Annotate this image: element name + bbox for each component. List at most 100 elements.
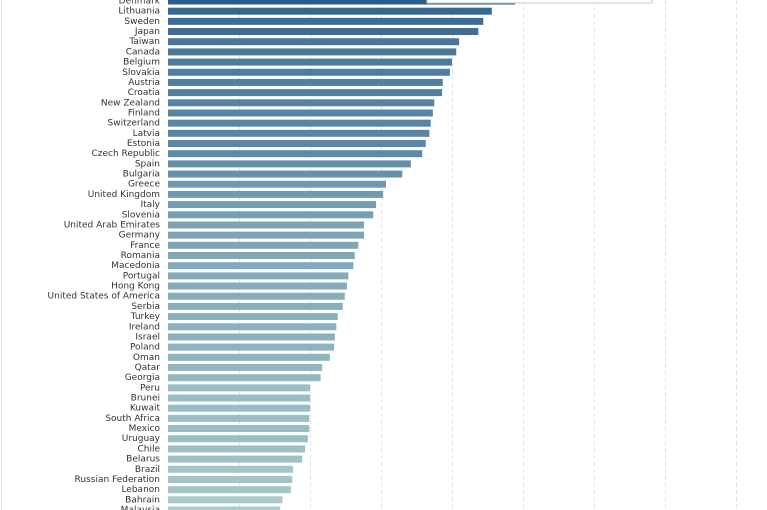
bar xyxy=(168,160,411,168)
y-tick-label: Canada xyxy=(126,47,160,57)
bar xyxy=(168,313,338,321)
y-tick-label: Portugal xyxy=(123,271,160,281)
bar xyxy=(168,282,347,290)
y-tick-label: United States of America xyxy=(48,292,160,302)
y-tick-label: Oman xyxy=(133,353,160,363)
bar xyxy=(168,99,435,107)
y-tick-label: Chile xyxy=(137,444,160,454)
y-tick-label: Russian Federation xyxy=(75,475,160,485)
bar xyxy=(168,496,283,504)
y-tick-label: Georgia xyxy=(125,373,160,383)
y-tick-label: New Zealand xyxy=(101,98,160,108)
bar xyxy=(168,363,323,371)
bar xyxy=(168,333,335,341)
y-tick-label: Switzerland xyxy=(108,119,161,129)
y-tick-label: Ireland xyxy=(129,322,160,332)
bar xyxy=(168,201,377,209)
bar xyxy=(168,465,293,473)
bar xyxy=(168,68,450,76)
y-tick-label: Poland xyxy=(130,343,160,353)
y-tick-label: South Africa xyxy=(105,414,160,424)
y-tick-label: Uruguay xyxy=(122,434,161,444)
y-tick-label: Latvia xyxy=(133,129,160,139)
y-tick-label: Brunei xyxy=(131,394,160,404)
bar xyxy=(168,150,423,158)
y-tick-label: Greece xyxy=(128,180,160,190)
y-tick-label: Estonia xyxy=(127,139,160,149)
y-tick-label: Slovakia xyxy=(122,68,160,78)
y-tick-label: Lebanon xyxy=(121,485,160,495)
bar xyxy=(168,0,516,5)
y-tick-label: Peru xyxy=(140,383,160,393)
y-tick-label: Spain xyxy=(135,159,160,169)
bar xyxy=(168,374,321,382)
y-tick-label: Italy xyxy=(140,200,160,210)
bar xyxy=(168,129,430,137)
y-tick-label: Belgium xyxy=(123,58,160,68)
y-tick-label: Malaysia xyxy=(121,506,160,510)
y-tick-label: Croatia xyxy=(128,88,160,98)
bar xyxy=(168,323,337,331)
bar xyxy=(168,384,311,392)
y-tick-label: Finland xyxy=(128,108,160,118)
y-tick-label: Macedonia xyxy=(111,261,160,271)
y-tick-label: Taiwan xyxy=(128,37,160,47)
y-tick-label: United Kingdom xyxy=(88,190,160,200)
bar xyxy=(168,48,457,56)
bar xyxy=(168,241,359,249)
y-tick-label: Turkey xyxy=(130,312,161,322)
bar xyxy=(168,394,311,402)
y-tick-label: United Arab Emirates xyxy=(64,220,161,230)
bar xyxy=(168,455,303,463)
bar xyxy=(168,89,443,97)
y-tick-label: Sweden xyxy=(124,17,160,27)
y-tick-label: Japan xyxy=(134,27,160,37)
y-tick-label: Belarus xyxy=(126,455,160,465)
bar xyxy=(168,190,384,198)
bar xyxy=(168,302,343,310)
bars xyxy=(168,0,516,510)
y-tick-label: Kuwait xyxy=(130,404,161,414)
y-tick-label: Brazil xyxy=(135,465,160,475)
bar xyxy=(168,414,310,422)
bar xyxy=(168,475,293,483)
bar xyxy=(168,180,386,188)
bar xyxy=(168,17,484,25)
bar xyxy=(168,119,431,127)
y-tick-label: France xyxy=(130,241,160,251)
bar xyxy=(168,170,403,178)
bar xyxy=(168,38,460,46)
bar xyxy=(168,231,364,239)
bar xyxy=(168,7,492,15)
bar xyxy=(168,221,364,229)
bar xyxy=(168,343,335,351)
y-tick-label: Czech Republic xyxy=(91,149,160,159)
y-tick-label: Austria xyxy=(128,78,160,88)
y-tick-label: Germany xyxy=(119,231,161,241)
y-tick-label: Lithuania xyxy=(118,7,160,17)
bar xyxy=(168,445,306,453)
bar xyxy=(168,109,433,117)
bar xyxy=(168,78,443,86)
bar xyxy=(168,353,330,361)
y-tick-label: Serbia xyxy=(131,302,160,312)
y-tick-label: Mexico xyxy=(129,424,161,434)
bar xyxy=(168,435,308,443)
tooltip-box xyxy=(426,0,653,4)
bar xyxy=(168,292,345,300)
y-tick-label: Romania xyxy=(121,251,160,261)
bar xyxy=(168,272,349,280)
bar xyxy=(168,486,291,494)
y-tick-label: Slovenia xyxy=(122,210,160,220)
y-tick-label: Denmark xyxy=(119,0,161,7)
labels: DenmarkLithuaniaSwedenJapanTaiwanCanadaB… xyxy=(48,0,161,510)
bar xyxy=(168,506,281,510)
y-tick-label: Qatar xyxy=(135,363,161,373)
y-tick-label: Israel xyxy=(135,332,160,342)
bar xyxy=(168,425,310,433)
bar xyxy=(168,28,479,36)
bar xyxy=(168,58,453,66)
bar xyxy=(168,404,311,412)
y-tick-label: Hong Kong xyxy=(111,282,160,292)
